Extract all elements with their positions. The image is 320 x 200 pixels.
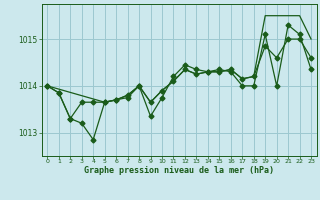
- X-axis label: Graphe pression niveau de la mer (hPa): Graphe pression niveau de la mer (hPa): [84, 166, 274, 175]
